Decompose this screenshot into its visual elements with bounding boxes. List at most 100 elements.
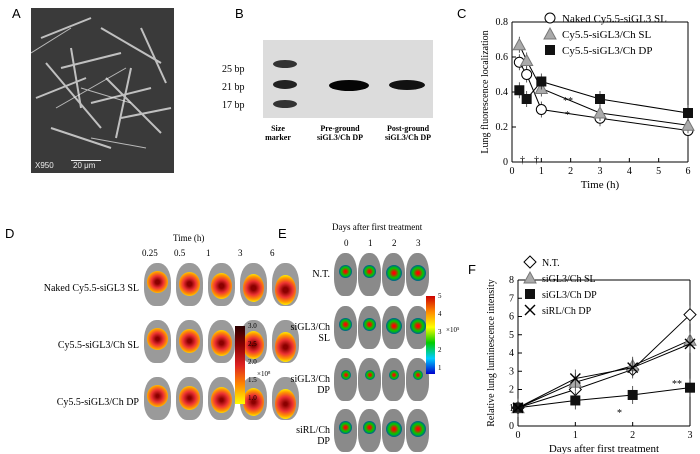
series-line-2 — [517, 387, 691, 409]
d-colorbar — [235, 326, 245, 404]
d-colorbar-unit: ×10⁸ — [257, 370, 271, 378]
y-tick-label: 0 — [509, 421, 514, 432]
d-signal — [179, 272, 200, 296]
d-mouse — [144, 377, 171, 420]
panel-d-label: D — [5, 226, 15, 241]
legend-label: Naked Cy5.5-siGL3 SL — [562, 13, 667, 25]
e-colorbar-unit: ×10⁵ — [446, 326, 460, 334]
d-time-title: Time (h) — [173, 233, 205, 243]
e-signal — [409, 421, 426, 437]
d-mouse — [240, 263, 267, 306]
data-point — [514, 85, 525, 96]
y-tick-label: 0.6 — [496, 52, 509, 63]
d-signal — [179, 386, 200, 410]
data-point — [536, 76, 547, 87]
e-signal — [385, 318, 402, 334]
d-signal — [243, 388, 264, 416]
e-signal — [363, 265, 376, 278]
e-mouse — [358, 253, 381, 296]
e-signal — [339, 318, 352, 331]
d-time-label: 3 — [238, 248, 243, 258]
data-point — [569, 373, 581, 385]
data-point — [519, 53, 534, 66]
e-mouse — [358, 358, 381, 401]
legend-marker-b — [524, 304, 536, 316]
d-mouse — [176, 263, 203, 306]
chart-c: 0 1 2 3 4 5 6 0 0.2 0.4 0.6 0.8 Time (h) Lung fluores… — [480, 12, 695, 191]
d-mouse — [208, 320, 235, 363]
e-mouse — [358, 409, 381, 452]
e-row-label: siRL/Ch DP — [296, 425, 330, 447]
ladder-band-25 — [273, 60, 297, 68]
d-time-label: 6 — [270, 248, 275, 258]
y-tick-label: 6 — [509, 312, 514, 323]
data-point — [627, 389, 638, 400]
x-axis-title: Days after first treatment — [549, 443, 659, 454]
data-point-b — [627, 362, 639, 374]
d-mouse — [176, 320, 203, 363]
legend-marker — [543, 26, 557, 40]
significance-mark: * — [617, 408, 622, 419]
y-tick-label: 3 — [509, 366, 514, 377]
x-tick-label: 2 — [568, 166, 573, 177]
x-tick-label: 2 — [630, 430, 635, 441]
e-colorbar — [426, 296, 435, 374]
data-point — [512, 37, 527, 51]
data-point — [570, 395, 581, 406]
d-signal — [179, 329, 200, 353]
sem-scale-text: 20 μm — [73, 161, 96, 170]
x-tick-label: 6 — [686, 166, 691, 177]
e-mouse — [406, 253, 429, 296]
e-colorbar-tick: 1 — [438, 364, 442, 372]
sem-fibers — [31, 17, 172, 149]
y-tick-label: 5 — [509, 330, 514, 341]
data-point-b — [569, 373, 581, 385]
significance-mark: ** — [563, 96, 573, 107]
data-point — [512, 402, 524, 414]
y-tick-label: 0.2 — [496, 122, 509, 133]
x-axis-title: Time (h) — [581, 179, 620, 191]
e-signal — [339, 265, 352, 278]
y-tick-label: 0.8 — [496, 17, 509, 28]
e-colorbar-tick: 5 — [438, 292, 442, 300]
significance-mark: ** — [672, 379, 682, 390]
legend-marker — [545, 45, 555, 55]
e-mouse — [334, 409, 357, 452]
sem-magnification: X950 — [35, 161, 54, 170]
data-point — [685, 382, 695, 393]
series-line-1 — [517, 339, 691, 409]
legend-marker — [525, 289, 535, 299]
d-signal — [275, 332, 296, 362]
ladder-label-21: 21 bp — [222, 82, 245, 93]
e-signal — [385, 421, 402, 437]
e-signal — [385, 265, 402, 281]
legend-label: Cy5.5-siGL3/Ch DP — [562, 45, 652, 57]
y-tick-label: 7 — [509, 293, 514, 304]
d-signal — [275, 389, 296, 419]
data-point — [521, 94, 532, 104]
d-mouse — [144, 320, 171, 363]
lane-label-post: Post-ground siGL3/Ch DP — [384, 124, 431, 142]
legend-marker — [544, 12, 556, 24]
data-point-b — [684, 338, 696, 350]
d-mouse — [272, 320, 299, 363]
y-tick-label: 0 — [503, 157, 508, 168]
d-signal — [211, 273, 232, 299]
panel-e-label: E — [278, 226, 287, 241]
legend-marker — [524, 304, 536, 316]
lane-label-marker: Size marker — [265, 124, 291, 142]
e-colorbar-tick: 4 — [438, 310, 442, 318]
chart-f: 0 1 2 3 0 1 2 3 4 5 6 7 8 Days after first treatment R… — [486, 255, 697, 454]
e-mouse — [334, 306, 357, 349]
legend-label: Cy5.5-siGL3/Ch SL — [562, 29, 652, 41]
legend-label: siGL3/Ch DP — [542, 290, 597, 301]
e-row-label: N.T. — [312, 269, 330, 280]
y-tick-label: 8 — [509, 275, 514, 286]
d-signal — [147, 328, 168, 350]
e-signal — [409, 318, 426, 334]
gel-image — [263, 40, 433, 118]
x-tick-label: 1 — [539, 166, 544, 177]
d-mouse — [272, 377, 299, 420]
y-axis-title: Relative lung luminescence intensity — [486, 279, 497, 426]
panel-b-label: B — [235, 6, 244, 21]
